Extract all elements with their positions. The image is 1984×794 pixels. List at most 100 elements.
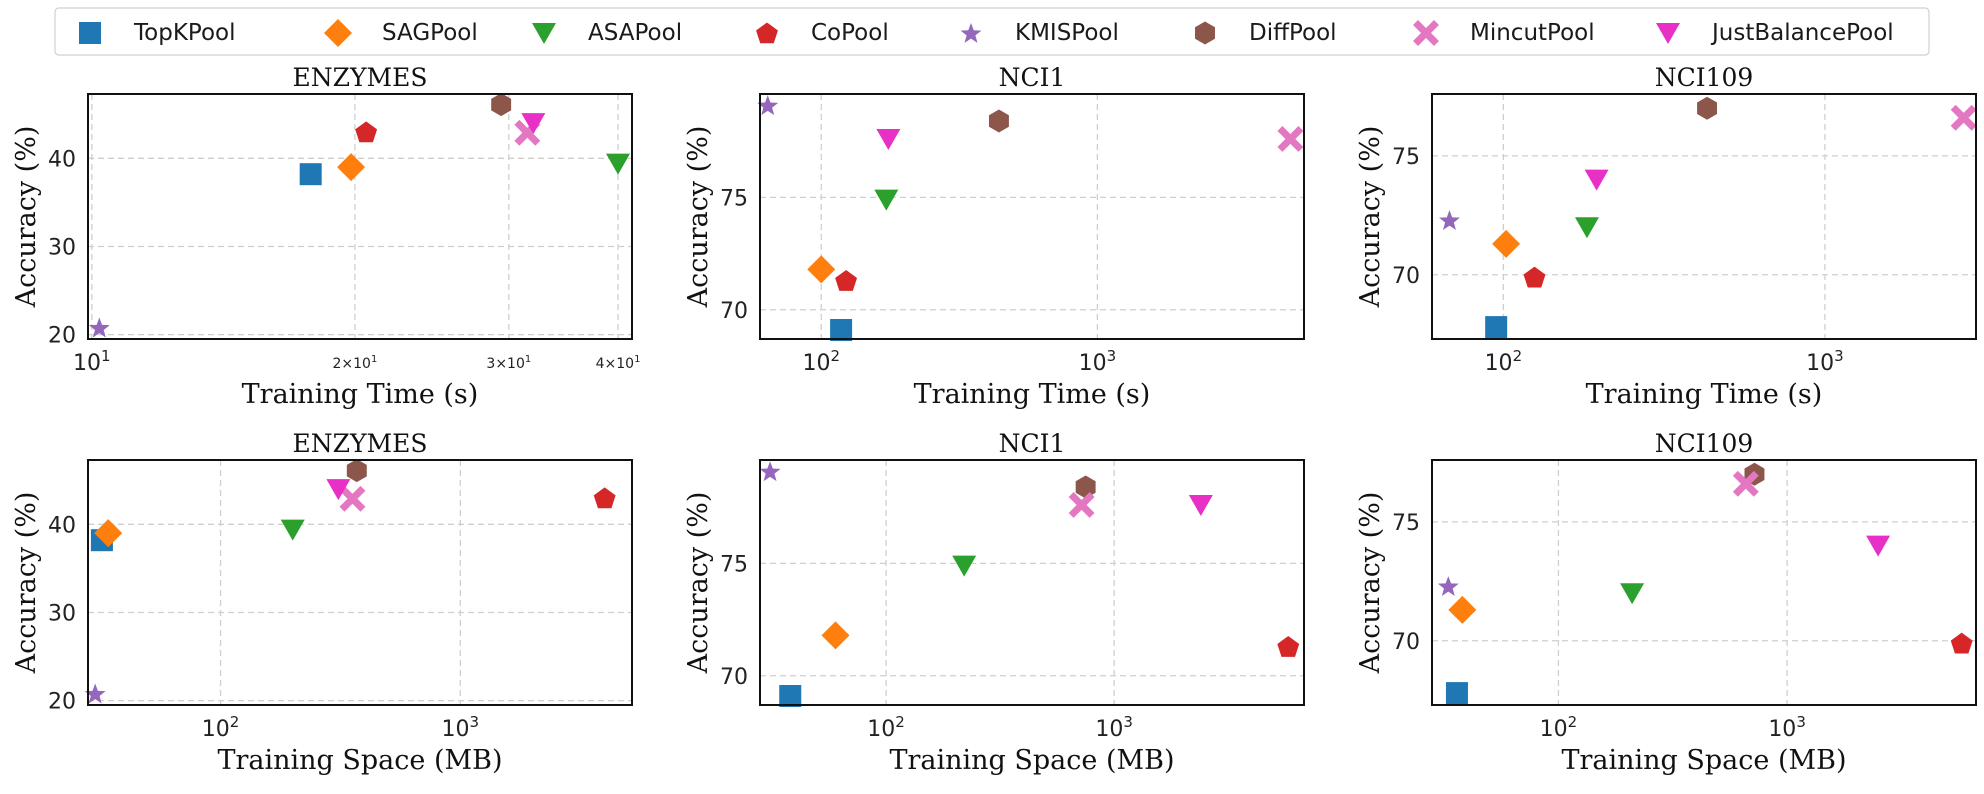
x-tick-label: 103 — [1768, 713, 1806, 742]
triangle-down-icon — [1574, 217, 1599, 239]
pentagon-icon — [1523, 266, 1546, 288]
x-tick-base: 10 — [1768, 717, 1796, 742]
data-point-asapool — [280, 519, 305, 541]
y-tick-label: 20 — [48, 690, 76, 715]
plot-frame — [759, 93, 1305, 340]
x-icon — [339, 485, 366, 512]
data-point-copool — [1950, 632, 1973, 654]
square-icon — [1485, 316, 1508, 339]
data-point-diffpool — [346, 459, 367, 483]
plot-frame — [1431, 459, 1977, 706]
x-tick-label: 103 — [1079, 347, 1117, 376]
x-tick-exponent: 2 — [230, 713, 240, 731]
x-tick-exponent: 2 — [895, 713, 905, 731]
legend-marker — [532, 23, 556, 44]
legend-item-asapool: ASAPool — [532, 20, 682, 46]
data-point-kmispool — [757, 95, 779, 116]
legend-item-sagpool: SAGPool — [324, 19, 478, 47]
x-tick-exponent: 3 — [1796, 713, 1806, 731]
data-point-asapool — [952, 555, 977, 577]
y-tick-label: 75 — [1392, 511, 1420, 536]
data-point-kmispool — [84, 683, 106, 704]
x-icon — [1068, 492, 1095, 518]
triangle-down-icon — [326, 479, 351, 501]
star-icon — [757, 95, 779, 116]
diamond-icon — [337, 153, 366, 182]
data-point-sagpool — [337, 153, 366, 182]
data-point-justbalancepool — [1866, 535, 1891, 557]
y-axis-label: Accuracy (%) — [1355, 492, 1386, 675]
y-tick-label: 75 — [720, 186, 748, 211]
data-point-justbalancepool — [326, 479, 351, 501]
x-icon — [1732, 470, 1759, 497]
pentagon-icon — [756, 22, 778, 44]
x-axis-label: Training Space (MB) — [889, 745, 1174, 776]
x-tick-exponent: 3 — [470, 713, 480, 731]
x-tick-exponent: 1 — [371, 354, 377, 365]
star-icon — [759, 461, 781, 482]
data-point-mincutpool — [1277, 126, 1304, 152]
gridlines — [88, 94, 632, 339]
data-point-justbalancepool — [1584, 169, 1609, 191]
triangle-down-icon — [280, 519, 305, 541]
y-tick-label: 40 — [48, 513, 76, 538]
x-tick-exponent: 3 — [1834, 347, 1844, 365]
diamond-icon — [807, 255, 836, 284]
data-points — [757, 95, 1304, 342]
x-tick-label: 102 — [1485, 347, 1523, 376]
chart-title: ENZYMES — [293, 429, 428, 458]
x-icon — [1950, 104, 1977, 131]
pentagon-icon — [1277, 636, 1300, 657]
diamond-icon — [1492, 229, 1521, 258]
data-point-diffpool — [988, 109, 1009, 133]
x-tick-label: 102 — [802, 347, 840, 376]
square-icon — [1445, 682, 1468, 705]
diamond-icon — [821, 621, 850, 650]
x-axis-label: Training Time (s) — [914, 379, 1151, 410]
data-point-mincutpool — [339, 485, 366, 512]
x-tick-exponent: 3 — [1123, 713, 1133, 731]
data-point-sagpool — [821, 621, 850, 650]
data-point-sagpool — [94, 519, 123, 548]
data-point-mincutpool — [1732, 470, 1759, 497]
legend: TopKPool SAGPool ASAPool CoPool KMISPool Diff… — [54, 7, 1930, 56]
hexagon-icon — [988, 109, 1009, 133]
y-tick-label: 30 — [48, 235, 76, 260]
hexagon-icon — [1075, 475, 1096, 499]
x-icon — [1277, 126, 1304, 152]
y-tick-label: 70 — [1392, 630, 1420, 655]
x-tick-base: 10 — [442, 717, 470, 742]
data-point-copool — [593, 487, 616, 509]
diamond-icon — [94, 519, 123, 548]
triangle-down-icon — [532, 23, 556, 44]
x-tick-base: 10 — [1806, 351, 1834, 376]
legend-marker — [1195, 21, 1215, 45]
data-point-kmispool — [88, 317, 110, 338]
square-icon — [299, 163, 322, 186]
square-icon — [830, 319, 853, 342]
y-axis-label: Accuracy (%) — [11, 492, 42, 675]
chart-title: NCI1 — [999, 63, 1066, 92]
data-point-kmispool — [1439, 210, 1460, 230]
pentagon-icon — [835, 270, 858, 291]
x-tick-label: 102 — [1540, 713, 1578, 742]
diamond-icon — [324, 19, 352, 47]
x-axis-label: Training Time (s) — [242, 379, 479, 410]
diamond-icon — [1448, 595, 1477, 624]
legend-item-diffpool: DiffPool — [1195, 20, 1337, 46]
data-point-mincutpool — [1950, 104, 1977, 131]
y-tick-label: 75 — [1392, 145, 1420, 170]
plot-frame — [1431, 93, 1977, 340]
data-point-mincutpool — [1068, 492, 1095, 518]
x-axis-label: Training Space (MB) — [1561, 745, 1846, 776]
data-point-topkpool — [1485, 316, 1508, 339]
pentagon-icon — [1950, 632, 1973, 654]
data-point-topkpool — [1445, 682, 1468, 705]
y-tick-label: 70 — [1392, 264, 1420, 289]
chart-title: NCI1 — [999, 429, 1066, 458]
gridlines — [88, 460, 632, 705]
data-point-diffpool — [491, 93, 512, 117]
data-point-copool — [1523, 266, 1546, 288]
star-icon — [960, 23, 982, 43]
